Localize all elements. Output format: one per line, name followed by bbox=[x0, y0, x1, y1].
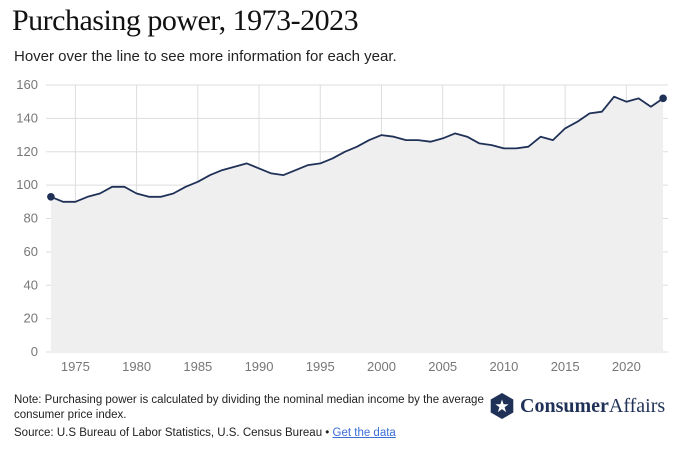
y-tick-label: 140 bbox=[16, 110, 38, 125]
y-axis-labels: 0 20 40 60 80 100 120 140 160 bbox=[16, 77, 38, 359]
get-data-link[interactable]: Get the data bbox=[332, 427, 396, 439]
x-tick-label: 2010 bbox=[489, 359, 518, 374]
brand-name-regular: Affairs bbox=[608, 394, 666, 417]
x-tick-label: 1995 bbox=[306, 359, 335, 374]
end-points-group[interactable] bbox=[47, 94, 667, 201]
y-tick-label: 0 bbox=[31, 344, 38, 359]
purchasing-power-line[interactable] bbox=[50, 95, 664, 203]
source-line: Source: U.S Bureau of Labor Statistics, … bbox=[14, 427, 396, 439]
area-fill bbox=[50, 96, 664, 352]
data-point[interactable] bbox=[659, 94, 667, 103]
chart-title: Purchasing power, 1973-2023 bbox=[12, 4, 359, 37]
x-tick-label: 2000 bbox=[367, 359, 396, 374]
x-tick-label: 1980 bbox=[122, 359, 151, 374]
y-tick-label: 60 bbox=[24, 244, 38, 259]
line-series-group[interactable] bbox=[50, 95, 664, 203]
x-tick-label: 2020 bbox=[612, 359, 641, 374]
x-tick-label: 1975 bbox=[61, 359, 90, 374]
y-tick-label: 120 bbox=[16, 144, 38, 159]
footnote: Note: Purchasing power is calculated by … bbox=[14, 394, 484, 421]
x-tick-label: 2005 bbox=[428, 359, 457, 374]
brand-logo[interactable]: ConsumerAffairs bbox=[488, 392, 665, 420]
y-tick-label: 20 bbox=[24, 311, 38, 326]
star-shield-icon bbox=[490, 393, 514, 419]
y-tick-label: 80 bbox=[24, 211, 38, 226]
area-fill-group bbox=[50, 96, 664, 352]
chart-subtitle: Hover over the line to see more informat… bbox=[14, 48, 397, 65]
brand-name-bold: Consumer bbox=[520, 394, 609, 417]
y-tick-label: 160 bbox=[16, 77, 38, 92]
brand-wordmark: ConsumerAffairs bbox=[520, 395, 665, 418]
data-point[interactable] bbox=[47, 193, 55, 201]
y-tick-label: 100 bbox=[16, 177, 38, 192]
y-tick-label: 40 bbox=[24, 277, 38, 292]
x-tick-label: 1985 bbox=[183, 359, 212, 374]
source-text: Source: U.S Bureau of Labor Statistics, … bbox=[14, 427, 333, 439]
x-axis-labels: 1975 1980 1985 1990 1995 2000 2005 2010 2015 2020 bbox=[61, 359, 641, 374]
x-tick-label: 1990 bbox=[245, 359, 274, 374]
x-tick-label: 2015 bbox=[551, 359, 580, 374]
